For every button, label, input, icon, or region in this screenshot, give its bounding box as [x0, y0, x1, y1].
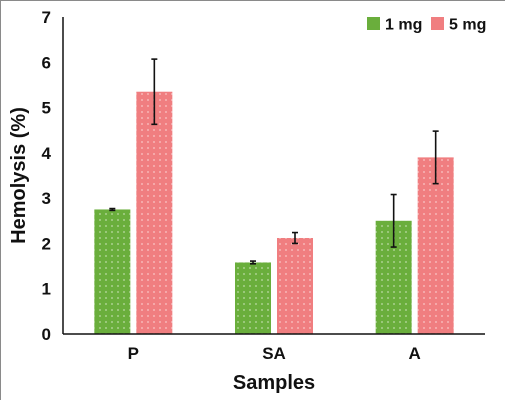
x-axis-title: Samples	[233, 372, 315, 394]
legend-swatch-1mg	[367, 17, 380, 30]
y-tick-label: 7	[42, 8, 51, 27]
bar-dot-texture	[417, 157, 454, 334]
y-tick-label: 6	[42, 53, 51, 72]
x-tick-label-a: A	[409, 344, 421, 363]
bar-dot-texture	[94, 209, 131, 334]
y-tick-label: 5	[42, 99, 51, 118]
bar-dot-texture	[235, 262, 271, 334]
error-bars-layer	[109, 58, 439, 265]
y-tick-label: 1	[42, 280, 51, 299]
legend: 1 mg 5 mg	[367, 17, 486, 34]
y-tick-label: 2	[42, 234, 51, 253]
x-tick-labels: P SA A	[128, 344, 421, 363]
y-tick-labels: 0 1 2 3 4 5 6 7	[42, 8, 52, 344]
x-tick-label-p: P	[128, 344, 139, 363]
bar-dot-texture	[136, 91, 173, 334]
axes-layer	[62, 17, 485, 335]
bars-layer	[94, 91, 454, 334]
y-tick-label: 3	[42, 189, 51, 208]
y-tick-label: 4	[42, 144, 52, 163]
legend-label-5mg: 5 mg	[449, 17, 486, 34]
bar-dot-texture	[277, 237, 313, 334]
y-axis-title: Hemolysis (%)	[8, 107, 30, 244]
y-tick-label: 0	[42, 325, 51, 344]
legend-swatch-5mg	[431, 17, 444, 30]
legend-label-1mg: 1 mg	[385, 17, 422, 34]
x-tick-label-sa: SA	[262, 344, 286, 363]
